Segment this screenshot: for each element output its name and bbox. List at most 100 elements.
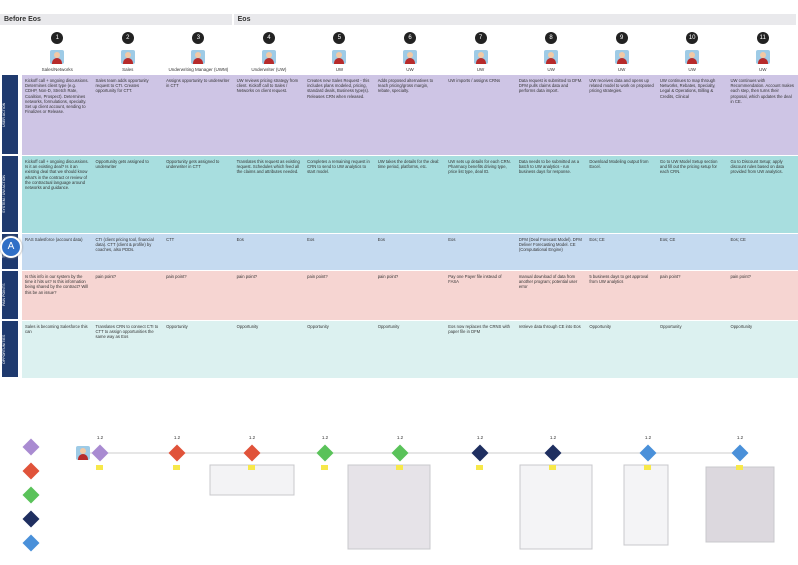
row-band xyxy=(22,155,798,233)
row-cell: Translates CRN to connect CTI to CTT to … xyxy=(95,324,159,340)
row-cell: Eos xyxy=(448,237,456,242)
row-cell: Opportunity xyxy=(377,324,400,329)
sticky-note xyxy=(644,465,651,470)
legend-diamond xyxy=(22,438,40,456)
row-cell: Sales team adds opportunity request to C… xyxy=(95,78,149,94)
row-cell: Opportunity xyxy=(659,324,682,329)
row-cell: retrieve data through CE into Eos xyxy=(518,324,581,329)
screenshot-thumb xyxy=(209,464,295,496)
step-number: 7 xyxy=(474,32,487,44)
row-band xyxy=(22,74,798,155)
row-cell: Adds proposed alternatives to reach pric… xyxy=(377,78,434,94)
avatar xyxy=(261,50,276,64)
sticky-note xyxy=(321,465,328,470)
row-cell: UW continues to map through Networks, Re… xyxy=(659,78,716,99)
row-cell: Opportunity xyxy=(307,324,329,329)
avatar xyxy=(544,50,559,64)
row-cell: Pay one Payer file instead of FASA xyxy=(448,274,502,285)
step-role: Sales xyxy=(122,67,134,72)
sticky-note xyxy=(96,465,103,470)
row-cell: Eos; CE xyxy=(659,237,676,242)
row-cell: Completes a remaining request in CRN to … xyxy=(307,159,370,175)
row-cell: Eos; CE xyxy=(730,237,746,242)
row-cell: UW takes the details for the deal: time … xyxy=(377,159,440,170)
flow-avatar xyxy=(76,446,90,460)
step-role: UW xyxy=(547,67,555,72)
row-cell: Assigns opportunity to underwriter in CT… xyxy=(166,78,230,89)
legend-diamond xyxy=(22,510,40,528)
avatar xyxy=(755,50,770,64)
flow-label: 1.2 xyxy=(736,435,744,440)
legend-diamond xyxy=(22,462,40,480)
row-cell: Eos; CE xyxy=(589,237,605,242)
phase-bar: Before Eos xyxy=(0,14,232,25)
legend-diamonds xyxy=(22,438,40,552)
flow-label: 1.2 xyxy=(549,435,557,440)
avatar xyxy=(403,50,417,64)
row-band xyxy=(22,320,798,378)
row-cell: pain point? xyxy=(377,274,399,279)
row-cell: Eos xyxy=(307,237,315,242)
row-cell: Data needs to be submitted as a batch to… xyxy=(518,159,580,175)
row-cell: pain point? xyxy=(307,274,328,279)
row-cell: 5 business days to get approval from UW … xyxy=(589,274,649,285)
row-cell: Eos now replaces the CRNS with paper fil… xyxy=(448,324,510,335)
row-cell: Opportunity xyxy=(589,324,612,329)
step-number: 9 xyxy=(615,32,628,44)
row-cell: CTT xyxy=(166,237,175,242)
row-cell: Eos xyxy=(377,237,385,242)
step-number: 8 xyxy=(545,32,558,44)
row-cell: manual download of data from another pro… xyxy=(518,274,578,290)
screenshot-thumb xyxy=(705,466,775,543)
row-band xyxy=(22,270,798,320)
legend-diamond xyxy=(22,534,40,552)
row-cell: pain point? xyxy=(236,274,258,279)
flow-label: 1.2 xyxy=(396,435,404,440)
avatar xyxy=(332,50,347,64)
row-cell: CTI (client pricing tool, financial data… xyxy=(95,237,154,253)
row-cell: Kickoff call + ongoing discussions. Dete… xyxy=(25,78,89,115)
avatar xyxy=(120,50,135,64)
sticky-note xyxy=(248,465,255,470)
sticky-note xyxy=(173,465,180,470)
row-cell: UW imports / assigns CRNs xyxy=(448,78,501,83)
avatar xyxy=(191,50,206,64)
row-cell: pain point? xyxy=(659,274,681,279)
marker: A xyxy=(0,236,22,258)
row-label: OPPORTUNITIES xyxy=(2,321,18,377)
row-cell: pain point? xyxy=(95,274,117,279)
flow-label: 1.2 xyxy=(96,435,104,440)
step-role: UW xyxy=(688,67,696,72)
sticky-note xyxy=(476,465,483,470)
row-cell: Creates new Sales Request - this include… xyxy=(307,78,370,99)
row-label: SYSTEM / UW ACTION xyxy=(2,156,18,232)
step-role: Underwriter (UW) xyxy=(251,67,287,72)
flow-label: 1.2 xyxy=(248,435,256,440)
row-cell: UW reviews pricing strategy from client.… xyxy=(236,78,299,94)
screenshot-thumb xyxy=(347,464,431,550)
step-role: UW xyxy=(406,67,414,72)
row-cell: pain point? xyxy=(730,274,751,279)
row-cell: Go to Discount Setup; apply discount rul… xyxy=(730,159,784,175)
row-cell: RAS Salesforce (account data) xyxy=(25,237,83,242)
row-label: USER ACTION xyxy=(2,75,18,154)
avatar xyxy=(685,50,700,64)
sticky-note xyxy=(549,465,556,470)
row-cell: Data request is submitted to DFM. DFM pu… xyxy=(518,78,583,94)
step-number: 1 xyxy=(51,32,64,44)
step-number: 5 xyxy=(333,32,346,44)
row-cell: Eos xyxy=(236,237,244,242)
row-band xyxy=(22,233,798,270)
avatar xyxy=(473,50,488,64)
step-number: 4 xyxy=(262,32,275,44)
flow-label: 1.2 xyxy=(476,435,484,440)
sticky-note xyxy=(736,465,743,470)
row-cell: Download Modeling output from Excel. xyxy=(589,159,649,170)
phase-bar: Eos xyxy=(233,14,796,25)
avatar xyxy=(614,50,629,64)
row-cell: Is this info in our system by the time i… xyxy=(25,274,89,295)
row-cell: UW continues with Recommendation. Accoun… xyxy=(730,78,794,104)
avatar xyxy=(50,50,65,64)
row-cell: Sales is becoming Salesforce this can xyxy=(25,324,88,335)
